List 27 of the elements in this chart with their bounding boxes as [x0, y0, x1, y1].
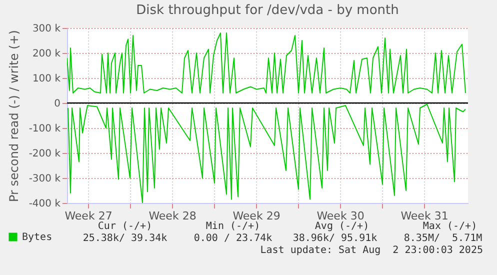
x-tick-label: Week 27	[64, 210, 112, 222]
x-tick-label: Week 28	[148, 210, 196, 222]
text: Cur (-/+)	[98, 221, 152, 232]
line-series	[67, 32, 466, 94]
x-tick-label: Week 30	[316, 210, 364, 222]
text: Avg (-/+)	[314, 221, 370, 232]
y-tick-label: 100 k	[32, 74, 61, 84]
y-tick-label: -400 k	[28, 198, 61, 210]
line-series	[68, 104, 466, 203]
x-tick-label: Week 29	[232, 210, 280, 222]
y-tick-label: -300 k	[28, 174, 61, 184]
y-tick-label: 0	[54, 98, 60, 110]
y-axis-title: Pr second read (-) / write (+)	[6, 30, 21, 202]
x-tick-label: Week 31	[400, 210, 448, 222]
text: Max (-/+)	[422, 221, 478, 232]
text: 0.00 / 23.74k	[194, 233, 272, 244]
y-tick-label: -100 k	[28, 124, 61, 134]
legend-label: Bytes	[22, 232, 52, 243]
y-tick-label: 200 k	[32, 48, 61, 60]
text: 8.35M/ 5.71M	[404, 233, 482, 244]
text: Min (-/+)	[206, 221, 260, 232]
y-tick-label: 300 k	[32, 24, 61, 34]
text: 38.96k/ 95.91k	[292, 233, 378, 244]
text: 25.38k/ 39.34k	[82, 233, 168, 244]
chart-title: Disk throughput for /dev/vda - by month	[136, 3, 399, 18]
y-tick-label: -200 k	[28, 148, 61, 160]
text: Last update: Sat Aug 2 23:00:03 2025	[260, 245, 483, 256]
